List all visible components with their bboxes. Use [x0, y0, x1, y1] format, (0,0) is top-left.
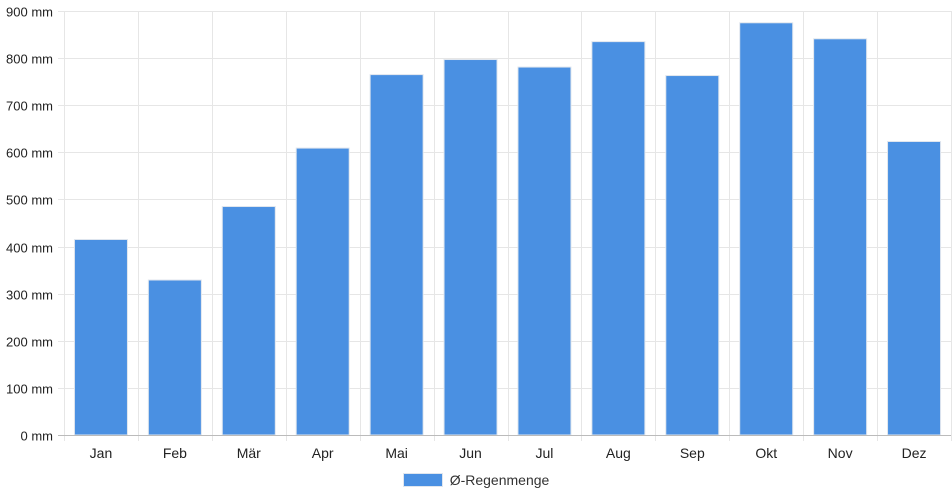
y-tick-label: 300 mm [6, 288, 53, 303]
bar-jun[interactable] [443, 59, 498, 436]
bar-feb[interactable] [147, 279, 202, 436]
x-tick-label: Sep [680, 445, 705, 461]
bar-apr[interactable] [295, 147, 350, 436]
x-tick-label: Jun [459, 445, 482, 461]
bar-dez[interactable] [887, 140, 942, 436]
bar-sep[interactable] [665, 75, 720, 436]
bar-mär[interactable] [221, 206, 276, 436]
bar-mai[interactable] [369, 74, 424, 436]
x-tick-label: Feb [163, 445, 187, 461]
bar-okt[interactable] [739, 22, 794, 436]
x-tick-label: Okt [755, 445, 777, 461]
x-tick-label: Jan [90, 445, 113, 461]
x-tick-label: Nov [828, 445, 853, 461]
y-tick-label: 0 mm [21, 429, 54, 444]
y-tick-label: 900 mm [6, 5, 53, 20]
bars [73, 22, 942, 436]
y-tick-label: 700 mm [6, 99, 53, 114]
bar-chart: 0 mm 100 mm 200 mm 300 mm 400 mm 500 mm 600 mm… [6, 5, 952, 461]
bar-jan[interactable] [73, 238, 128, 436]
axes [58, 11, 951, 436]
y-tick-label: 600 mm [6, 146, 53, 161]
x-axis-tick-labels: Jan Feb Mär Apr Mai Jun Jul Aug Sep Okt Nov Dez [90, 445, 927, 461]
y-tick-label: 200 mm [6, 335, 53, 350]
bar-jul[interactable] [517, 66, 572, 436]
y-axis-tick-labels: 0 mm 100 mm 200 mm 300 mm 400 mm 500 mm 600 mm… [6, 5, 53, 444]
y-tick-label: 800 mm [6, 52, 53, 67]
bar-nov[interactable] [813, 38, 868, 436]
x-tick-label: Mär [237, 445, 261, 461]
x-tick-label: Aug [606, 445, 631, 461]
y-tick-label: 100 mm [6, 382, 53, 397]
x-tick-label: Mai [385, 445, 408, 461]
legend[interactable]: Ø-Regenmenge [0, 472, 952, 488]
x-tick-label: Apr [312, 445, 334, 461]
x-tick-label: Dez [902, 445, 927, 461]
y-tick-label: 400 mm [6, 241, 53, 256]
legend-swatch [402, 473, 443, 487]
bar-aug[interactable] [591, 41, 646, 436]
y-tick-label: 500 mm [6, 193, 53, 208]
legend-label: Ø-Regenmenge [449, 472, 550, 488]
x-tick-label: Jul [536, 445, 554, 461]
